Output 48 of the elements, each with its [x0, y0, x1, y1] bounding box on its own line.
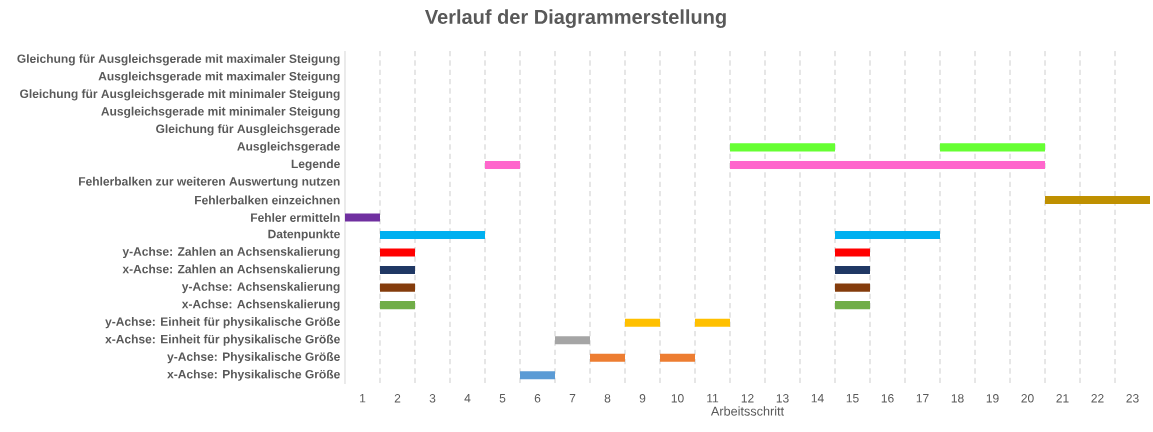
x-tick-label: 13 [776, 394, 789, 403]
y-tick-label: x-Achse: Einheit für physikalische Größe [105, 334, 340, 346]
x-tick-label: 16 [881, 394, 894, 403]
y-tick-label: y-Achse: Physikalische Größe [167, 352, 340, 364]
x-tick-label: 10 [671, 394, 684, 403]
x-tick-label: 15 [846, 394, 859, 403]
y-tick-label: Gleichung für Ausgleichsgerade mit minimaler Steigung [20, 89, 340, 101]
y-tick-label: x-Achse: Achsenskalierung [181, 299, 340, 311]
y-tick-label: x-Achse: Physikalische Größe [167, 369, 340, 381]
x-tick-label: 21 [1056, 394, 1069, 403]
y-tick-label: y-Achse: Einheit für physikalische Größe [105, 317, 340, 329]
x-tick-label: 5 [499, 394, 506, 403]
y-tick-label: Fehler ermitteln [251, 213, 340, 222]
x-tick-label: 4 [464, 394, 471, 403]
x-tick-label: 11 [707, 394, 719, 403]
x-tick-label: 20 [1021, 394, 1034, 403]
x-tick-label: 18 [951, 394, 964, 403]
x-tick-label: 6 [534, 394, 541, 403]
y-tick-label: Datenpunkte [268, 229, 340, 241]
x-tick-label: 14 [811, 394, 824, 403]
bar [555, 336, 590, 345]
x-tick-label: 12 [741, 394, 754, 403]
y-tick-label: Legende [291, 159, 340, 171]
bar [345, 213, 380, 222]
y-tick-label: y-Achse: Zahlen an Achsenskalierung [122, 246, 340, 259]
x-tick-label: 3 [429, 394, 436, 403]
x-tick-label: 1 [360, 394, 366, 403]
x-tick-label: 23 [1126, 394, 1139, 403]
x-axis-title: Arbeitsschritt [710, 406, 785, 416]
x-tick-label: 19 [986, 394, 999, 403]
y-tick-label: Ausgleichsgerade mit maximaler Steigung [98, 71, 340, 83]
x-tick-label: 17 [916, 394, 929, 403]
x-tick-label: 2 [394, 394, 401, 403]
y-tick-label: Fehlerbalken einzeichnen [195, 195, 340, 205]
bar [1045, 195, 1151, 205]
x-tick-label: 9 [639, 394, 646, 403]
y-tick-label: Ausgleichsgerade [237, 141, 340, 154]
y-tick-label: y-Achse: Achsenskalierung [181, 281, 340, 294]
y-tick-label: Gleichung für Ausgleichsgerade [156, 124, 340, 136]
bar [520, 371, 555, 380]
chart-title: Verlauf der Diagrammerstellung [424, 9, 726, 29]
y-tick-label: x-Achse: Zahlen an Achsenskalierung [122, 264, 340, 276]
x-tick-label: 22 [1091, 394, 1104, 403]
y-tick-label: Fehlerbalken zur weiteren Auswertung nutzen [79, 176, 340, 189]
x-tick-label: 8 [604, 394, 611, 403]
y-tick-label: Ausgleichsgerade mit minimaler Steigung [101, 106, 340, 118]
x-tick-label: 7 [569, 394, 576, 403]
y-tick-label: Gleichung für Ausgleichsgerade mit maximaler Steigung [17, 54, 340, 66]
